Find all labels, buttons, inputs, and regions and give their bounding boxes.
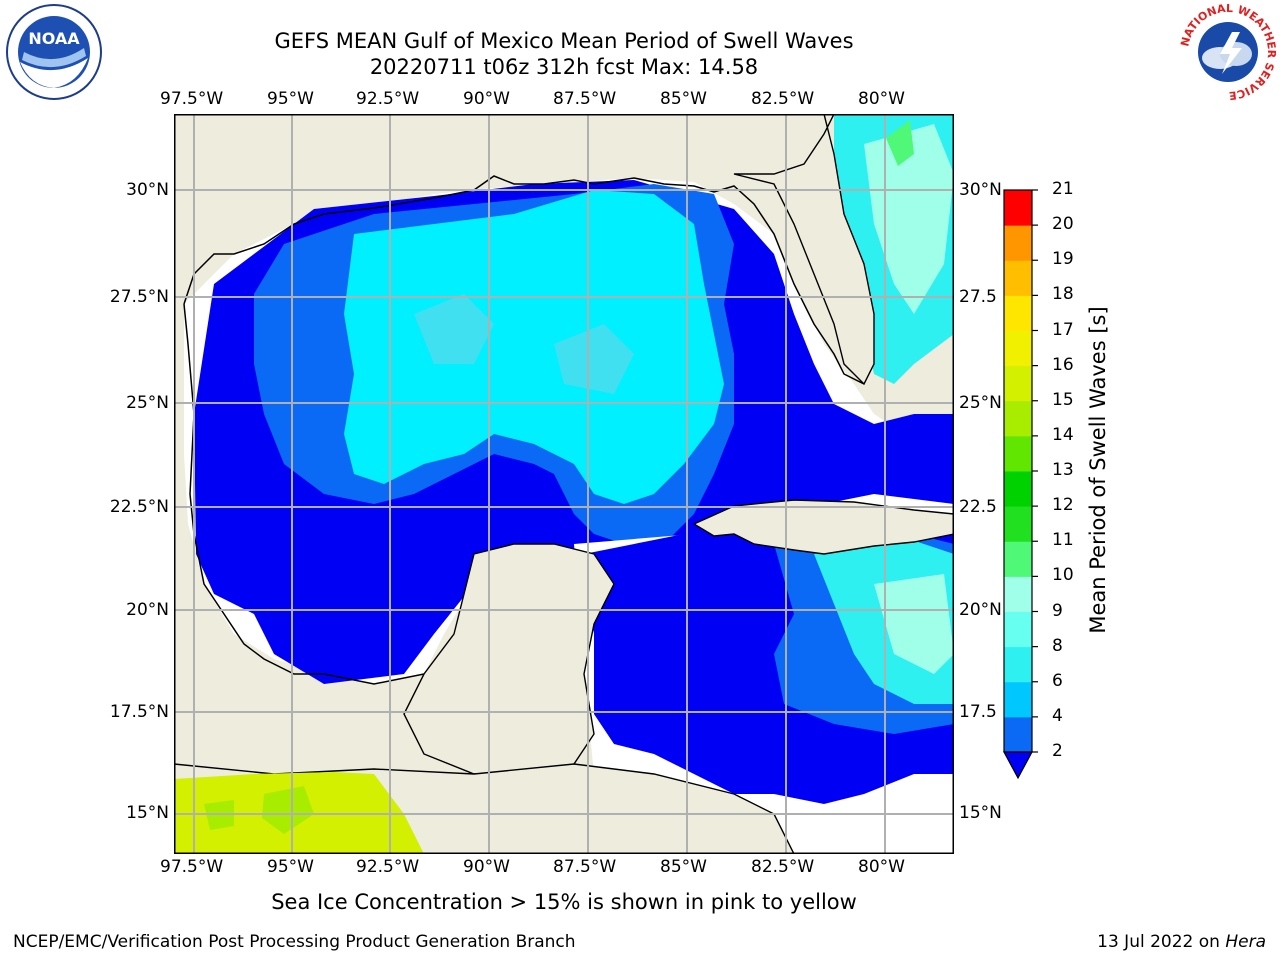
colorbar-bin xyxy=(1004,506,1032,542)
lat-label-right: 27.5 xyxy=(959,287,997,307)
colorbar-bin xyxy=(1004,295,1032,331)
footer-date-text: 13 Jul 2022 on xyxy=(1097,932,1226,952)
footer-credit: NCEP/EMC/Verification Post Processing Pr… xyxy=(13,932,576,952)
colorbar-tick-label: 13 xyxy=(1052,460,1074,480)
map-graticule xyxy=(174,114,954,854)
lon-label-bottom: 92.5°W xyxy=(356,857,420,877)
colorbar-bin xyxy=(1004,681,1032,718)
lat-label-right: 25°N xyxy=(959,393,1002,413)
colorbar-tick-label: 17 xyxy=(1052,319,1074,340)
caribbean-swell-9s xyxy=(874,574,954,674)
lat-label-left: 30°N xyxy=(126,180,169,200)
lon-label-top: 82.5°W xyxy=(751,89,815,109)
map-frame xyxy=(174,114,954,854)
colorbar-tick-label: 16 xyxy=(1052,354,1074,375)
colorbar-bin xyxy=(1004,576,1032,612)
colorbar-tick-label: 8 xyxy=(1052,635,1063,656)
lat-label-right: 20°N xyxy=(959,600,1002,620)
colorbar-bin xyxy=(1004,330,1032,367)
lon-label-bottom: 82.5°W xyxy=(751,857,815,877)
colorbar-tick-label: 21 xyxy=(1052,179,1074,199)
colorbar-bin xyxy=(1004,400,1032,437)
colorbar-tick-label: 6 xyxy=(1052,670,1063,691)
atlantic-swell-light xyxy=(864,124,954,314)
lon-label-bottom: 80°W xyxy=(858,857,905,877)
lon-label-top: 80°W xyxy=(858,89,905,109)
colorbar-tick-label: 12 xyxy=(1052,495,1074,516)
nws-logo-icon: NATIONAL WEATHER SERVICE xyxy=(1178,2,1278,102)
lon-label-top: 95°W xyxy=(267,89,314,109)
colorbar-bin xyxy=(1004,260,1032,296)
colorbar-bin xyxy=(1004,471,1032,507)
colorbar-tick-label: 15 xyxy=(1052,389,1074,410)
lon-label-top: 90°W xyxy=(463,89,510,109)
atlantic-swell-green xyxy=(886,120,914,166)
colorbar xyxy=(1002,189,1038,780)
lat-label-right: 22.5 xyxy=(959,497,997,517)
gulf-coastline xyxy=(183,175,865,385)
colorbar-extend-arrow xyxy=(1002,751,1034,780)
chart-title-line1: GEFS MEAN Gulf of Mexico Mean Period of … xyxy=(274,29,854,53)
lon-label-bottom: 95°W xyxy=(267,857,314,877)
florida-land xyxy=(733,114,954,386)
lat-label-left: 20°N xyxy=(126,600,169,620)
lat-label-right: 17.5 xyxy=(959,702,997,722)
colorbar-bin xyxy=(1004,190,1032,226)
colorbar-tick-label: 4 xyxy=(1052,705,1063,726)
sea-ice-caption: Sea Ice Concentration > 15% is shown in … xyxy=(271,890,857,914)
colorbar-tick-label: 19 xyxy=(1052,249,1074,270)
colorbar-tick-label: 18 xyxy=(1052,284,1074,305)
colorbar-bin xyxy=(1004,225,1032,261)
footer-date: 13 Jul 2022 on Hera xyxy=(1097,932,1266,952)
swell-layer-6-8s xyxy=(344,190,724,504)
colorbar-tick-label: 9 xyxy=(1052,600,1063,621)
colorbar-label: Mean Period of Swell Waves [s] xyxy=(1086,306,1110,634)
colorbar-bin xyxy=(1004,541,1032,577)
colorbar-bin xyxy=(1004,611,1032,648)
lon-label-top: 97.5°W xyxy=(160,89,224,109)
colorbar-bin xyxy=(1004,716,1032,753)
lat-label-left: 27.5°N xyxy=(109,287,169,307)
pacific-green-patch-a xyxy=(262,786,314,834)
lat-label-left: 15°N xyxy=(126,803,169,823)
noaa-logo-text: NOAA xyxy=(28,29,80,48)
colorbar-tick-label: 20 xyxy=(1052,214,1074,235)
colorbar-bin xyxy=(1004,646,1032,683)
colorbar-tick-label: 11 xyxy=(1052,530,1074,551)
colorbar-bin xyxy=(1004,435,1032,472)
chart-title-line2: 20220711 t06z 312h fcst Max: 14.58 xyxy=(369,55,759,79)
lon-label-bottom: 87.5°W xyxy=(553,857,617,877)
lat-label-left: 22.5°N xyxy=(109,497,169,517)
lat-label-right: 30°N xyxy=(959,180,1002,200)
swell-period-map xyxy=(174,114,954,854)
lon-label-bottom: 85°W xyxy=(660,857,707,877)
colorbar-tick-label: 14 xyxy=(1052,424,1074,445)
lon-label-bottom: 90°W xyxy=(463,857,510,877)
lat-label-right: 15°N xyxy=(959,803,1002,823)
swell-layer-8-9s-b xyxy=(554,324,634,394)
noaa-logo-icon: NOAA xyxy=(6,4,102,100)
lat-label-left: 17.5°N xyxy=(109,702,169,722)
lon-label-top: 92.5°W xyxy=(356,89,420,109)
colorbar-tick-label: 2 xyxy=(1052,741,1063,761)
footer-host: Hera xyxy=(1225,932,1266,952)
lon-label-top: 85°W xyxy=(660,89,707,109)
lat-label-left: 25°N xyxy=(126,393,169,413)
swell-layer-8-9s-a xyxy=(414,294,494,364)
cuba-land xyxy=(692,499,954,555)
lon-label-top: 87.5°W xyxy=(553,89,617,109)
colorbar-bin xyxy=(1004,365,1032,402)
lon-label-bottom: 97.5°W xyxy=(160,857,224,877)
colorbar-tick-label: 10 xyxy=(1052,565,1074,586)
